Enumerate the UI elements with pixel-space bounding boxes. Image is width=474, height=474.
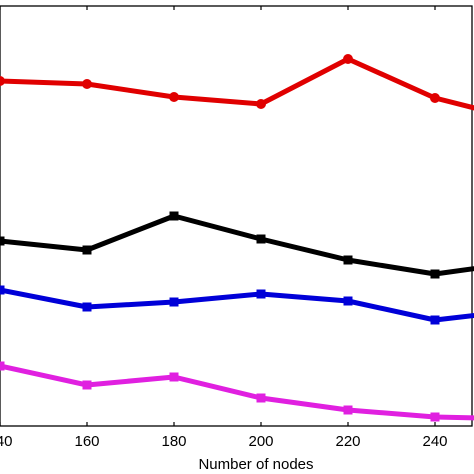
- series-3-point-5: [343, 296, 353, 306]
- series-2-point-2: [82, 245, 92, 255]
- series-1-point-1: [0, 76, 5, 86]
- series-2-line: [0, 213, 474, 277]
- series-3-point-2: [82, 302, 92, 312]
- x-tick-label: 240: [422, 433, 447, 450]
- x-tick-label: 140: [0, 433, 13, 450]
- series-1-line: [0, 56, 474, 111]
- series-4-point-4: [256, 393, 266, 403]
- series-2-point-5: [343, 255, 353, 265]
- series-4-point-2: [82, 380, 92, 390]
- series-4-point-5: [343, 405, 353, 415]
- series-1-point-6: [430, 93, 440, 103]
- x-tick-label: 220: [335, 433, 360, 450]
- series-1-point-3: [169, 92, 179, 102]
- series-4-point-1: [0, 361, 5, 371]
- series-2-point-4: [256, 234, 266, 244]
- x-tick-label: 180: [161, 433, 186, 450]
- series-2-point-1: [0, 236, 5, 246]
- x-tick-label: 160: [74, 433, 99, 450]
- x-axis-title: Number of nodes: [198, 456, 313, 473]
- series-layer: [0, 54, 474, 422]
- series-3-point-1: [0, 285, 5, 295]
- series-3-point-4: [256, 289, 266, 299]
- x-axis: 140160180200220240260: [0, 6, 448, 450]
- series-4-line: [0, 363, 474, 421]
- x-tick-label: 200: [248, 433, 273, 450]
- series-3-line: [0, 287, 474, 323]
- series-1-point-4: [256, 99, 266, 109]
- series-1-point-5: [343, 54, 353, 64]
- series-1-point-2: [82, 79, 92, 89]
- series-4-point-3: [169, 372, 179, 382]
- series-3-point-6: [430, 315, 440, 325]
- plot-frame: [0, 5, 473, 427]
- series-2-point-3: [169, 211, 179, 221]
- series-2-point-6: [430, 269, 440, 279]
- series-4-point-6: [430, 412, 440, 422]
- series-3-point-3: [169, 297, 179, 307]
